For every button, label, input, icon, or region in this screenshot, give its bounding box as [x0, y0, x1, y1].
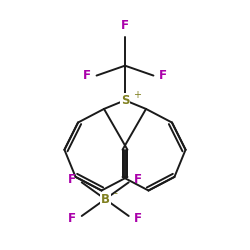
Text: B: B — [101, 193, 110, 206]
Text: F: F — [159, 69, 167, 82]
Text: F: F — [121, 19, 129, 32]
Text: F: F — [134, 212, 142, 226]
Text: +: + — [133, 90, 141, 100]
Text: S: S — [121, 94, 129, 107]
Text: F: F — [68, 173, 76, 186]
Text: F: F — [68, 212, 76, 226]
Text: -: - — [114, 188, 117, 198]
Text: F: F — [83, 69, 91, 82]
Text: F: F — [134, 173, 142, 186]
